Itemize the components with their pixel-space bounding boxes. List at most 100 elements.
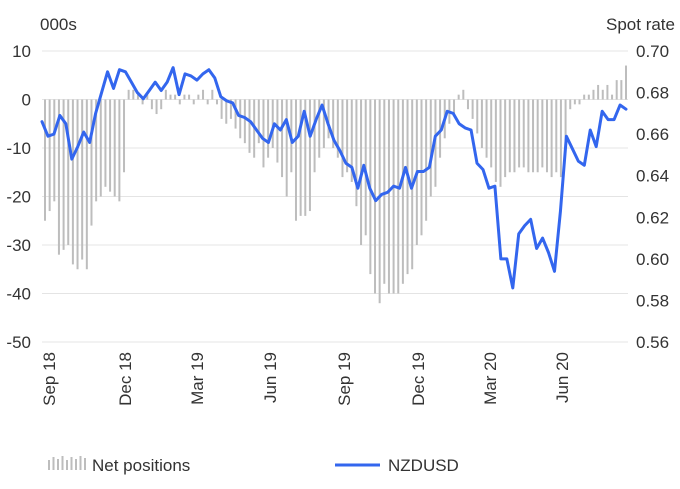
net-positions-bar xyxy=(136,94,139,100)
net-positions-bar xyxy=(318,99,321,158)
net-positions-bar xyxy=(262,99,265,168)
net-positions-bar xyxy=(127,89,130,100)
legend-bar-stripe xyxy=(84,458,86,470)
x-tick-label: Jun 19 xyxy=(261,352,280,403)
net-positions-bar xyxy=(355,99,358,207)
net-positions-bar xyxy=(123,99,126,173)
net-positions-bar xyxy=(350,99,353,182)
net-positions-bar xyxy=(113,99,116,197)
right-tick-label: 0.68 xyxy=(636,84,669,103)
net-positions-bar xyxy=(118,99,121,202)
net-positions-bar xyxy=(466,99,469,110)
legend-bar-stripe xyxy=(66,460,68,470)
net-positions-bar xyxy=(601,89,604,100)
left-axis-ticks: 10 0 -10 -20 -30 -40 -50 xyxy=(6,42,31,352)
net-positions-bar xyxy=(109,99,112,192)
nzdusd-line-group xyxy=(40,66,628,290)
net-positions-bar xyxy=(178,99,181,105)
net-positions-bar xyxy=(276,99,279,163)
net-positions-bar xyxy=(569,99,572,110)
net-positions-bar xyxy=(504,99,507,178)
net-positions-bar xyxy=(99,99,102,197)
x-tick-label: Jun 20 xyxy=(553,352,572,403)
net-positions-bar xyxy=(490,99,493,168)
net-positions-bar xyxy=(606,84,609,100)
legend: Net positions NZDUSD xyxy=(48,456,459,475)
net-positions-bar xyxy=(322,99,325,148)
net-positions-bar xyxy=(215,99,218,105)
legend-bar-stripe xyxy=(57,459,59,470)
net-positions-bar xyxy=(518,99,521,168)
net-positions-bar xyxy=(141,99,144,105)
net-positions-bar xyxy=(536,99,539,173)
net-positions-bar xyxy=(71,99,74,265)
net-positions-bar xyxy=(573,99,576,105)
net-positions-bar xyxy=(587,94,590,100)
right-tick-label: 0.70 xyxy=(636,42,669,61)
net-positions-bar xyxy=(248,99,251,153)
net-positions-bar xyxy=(578,99,581,105)
legend-nzdusd-label: NZDUSD xyxy=(388,456,459,475)
legend-bar-stripe xyxy=(70,457,73,470)
left-tick-label: -30 xyxy=(6,236,31,255)
net-positions-bar xyxy=(225,99,228,124)
net-positions-bar xyxy=(206,99,209,105)
net-positions-bar xyxy=(169,94,172,100)
net-positions-bar xyxy=(188,94,191,100)
net-positions-bar xyxy=(555,99,558,173)
net-positions-bar xyxy=(532,99,535,173)
right-tick-label: 0.66 xyxy=(636,125,669,144)
net-positions-bar xyxy=(485,99,488,158)
net-positions-bar xyxy=(174,94,177,100)
x-tick-label: Sep 19 xyxy=(335,352,354,406)
net-positions-bar xyxy=(81,99,84,260)
left-tick-label: -40 xyxy=(6,285,31,304)
right-tick-label: 0.64 xyxy=(636,167,669,186)
legend-bar-stripe xyxy=(48,460,50,470)
net-positions-bar xyxy=(239,99,242,139)
net-positions-bar xyxy=(48,99,51,212)
net-positions-bar xyxy=(327,99,330,139)
net-positions-bar xyxy=(583,94,586,100)
net-positions-bar xyxy=(508,99,511,173)
net-positions-bar xyxy=(155,99,158,115)
right-axis-unit: Spot rate xyxy=(606,15,675,34)
net-positions-bar xyxy=(57,99,60,255)
net-positions-bar xyxy=(471,99,474,119)
net-positions-legend-icon xyxy=(48,456,86,470)
net-positions-bar xyxy=(541,99,544,168)
net-positions-bar xyxy=(150,99,153,110)
net-positions-bar xyxy=(62,99,65,250)
net-positions-bar xyxy=(76,99,79,270)
net-positions-bar xyxy=(192,99,195,105)
net-positions-bar xyxy=(392,99,395,294)
net-positions-bar xyxy=(243,99,246,144)
net-positions-bar xyxy=(462,89,465,100)
net-positions-bar xyxy=(294,99,297,221)
net-positions-bar xyxy=(341,99,344,178)
net-positions-bar xyxy=(564,99,567,148)
nzdusd-line xyxy=(40,66,628,290)
net-positions-bar xyxy=(53,99,56,202)
net-positions-bar xyxy=(550,99,553,178)
net-positions-bar xyxy=(336,99,339,158)
net-positions-bar xyxy=(522,99,525,168)
right-tick-label: 0.58 xyxy=(636,291,669,310)
net-positions-bar xyxy=(527,99,530,173)
net-positions-bar xyxy=(620,80,623,100)
legend-bar-stripe xyxy=(75,459,77,470)
net-positions-bar xyxy=(211,89,214,100)
x-axis-ticks: Sep 18 Dec 18 Mar 19 Jun 19 Sep 19 Dec 19 Mar … xyxy=(40,352,572,406)
net-positions-bars xyxy=(44,65,627,304)
net-positions-bar xyxy=(383,99,386,284)
net-positions-bar xyxy=(229,99,232,119)
net-positions-bar xyxy=(146,94,149,100)
legend-bar-stripe xyxy=(79,456,82,470)
right-tick-label: 0.60 xyxy=(636,250,669,269)
left-tick-label: -50 xyxy=(6,333,31,352)
net-positions-bar xyxy=(439,99,442,158)
net-positions-bar xyxy=(313,99,316,173)
net-positions-bar xyxy=(615,80,618,100)
x-tick-label: Mar 20 xyxy=(481,352,500,405)
